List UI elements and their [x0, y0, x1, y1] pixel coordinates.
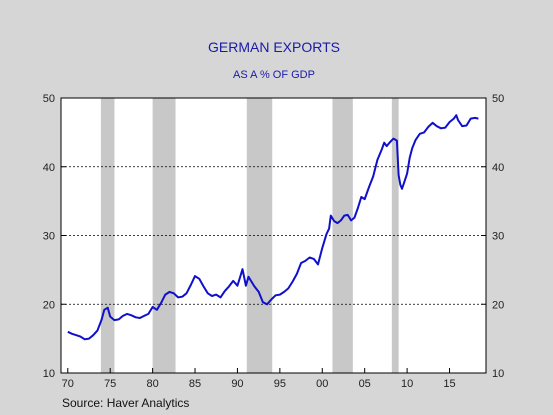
y-tick-label-left: 10 [43, 368, 55, 380]
recession-band [391, 98, 399, 373]
source-note: Source: Haver Analytics [62, 396, 189, 410]
y-tick-label-right: 40 [492, 162, 504, 174]
y-tick-label-left: 30 [43, 231, 55, 243]
x-tick-label: 00 [316, 378, 328, 390]
x-tick-label: 70 [62, 378, 74, 390]
recession-band [100, 98, 115, 373]
y-tick-label-left: 50 [43, 93, 55, 105]
x-tick-label: 85 [189, 378, 201, 390]
x-tick-label: 15 [443, 378, 455, 390]
y-tick-label-right: 50 [492, 93, 504, 105]
gridlines [61, 166, 486, 305]
y-tick-label-left: 20 [43, 299, 55, 311]
series-line [67, 114, 479, 341]
chart-title: GERMAN EXPORTS [208, 39, 340, 55]
axes: 10 10 20 20 30 30 40 40 50 50 70 75 80 85 90 95 00 05 10 15 [43, 93, 505, 390]
x-tick-label: 05 [359, 378, 371, 390]
chart-subtitle: AS A % OF GDP [233, 69, 315, 81]
series-layer [67, 114, 479, 341]
x-tick-label: 10 [401, 378, 413, 390]
recession-band [246, 98, 273, 373]
x-tick-label: 90 [231, 378, 243, 390]
recession-band [152, 98, 176, 373]
y-tick-label-right: 30 [492, 231, 504, 243]
y-tick-label-right: 20 [492, 299, 504, 311]
y-tick-label-left: 40 [43, 162, 55, 174]
x-tick-label: 80 [146, 378, 158, 390]
y-tick-label-right: 10 [492, 368, 504, 380]
x-tick-label: 95 [274, 378, 286, 390]
x-tick-label: 75 [104, 378, 116, 390]
